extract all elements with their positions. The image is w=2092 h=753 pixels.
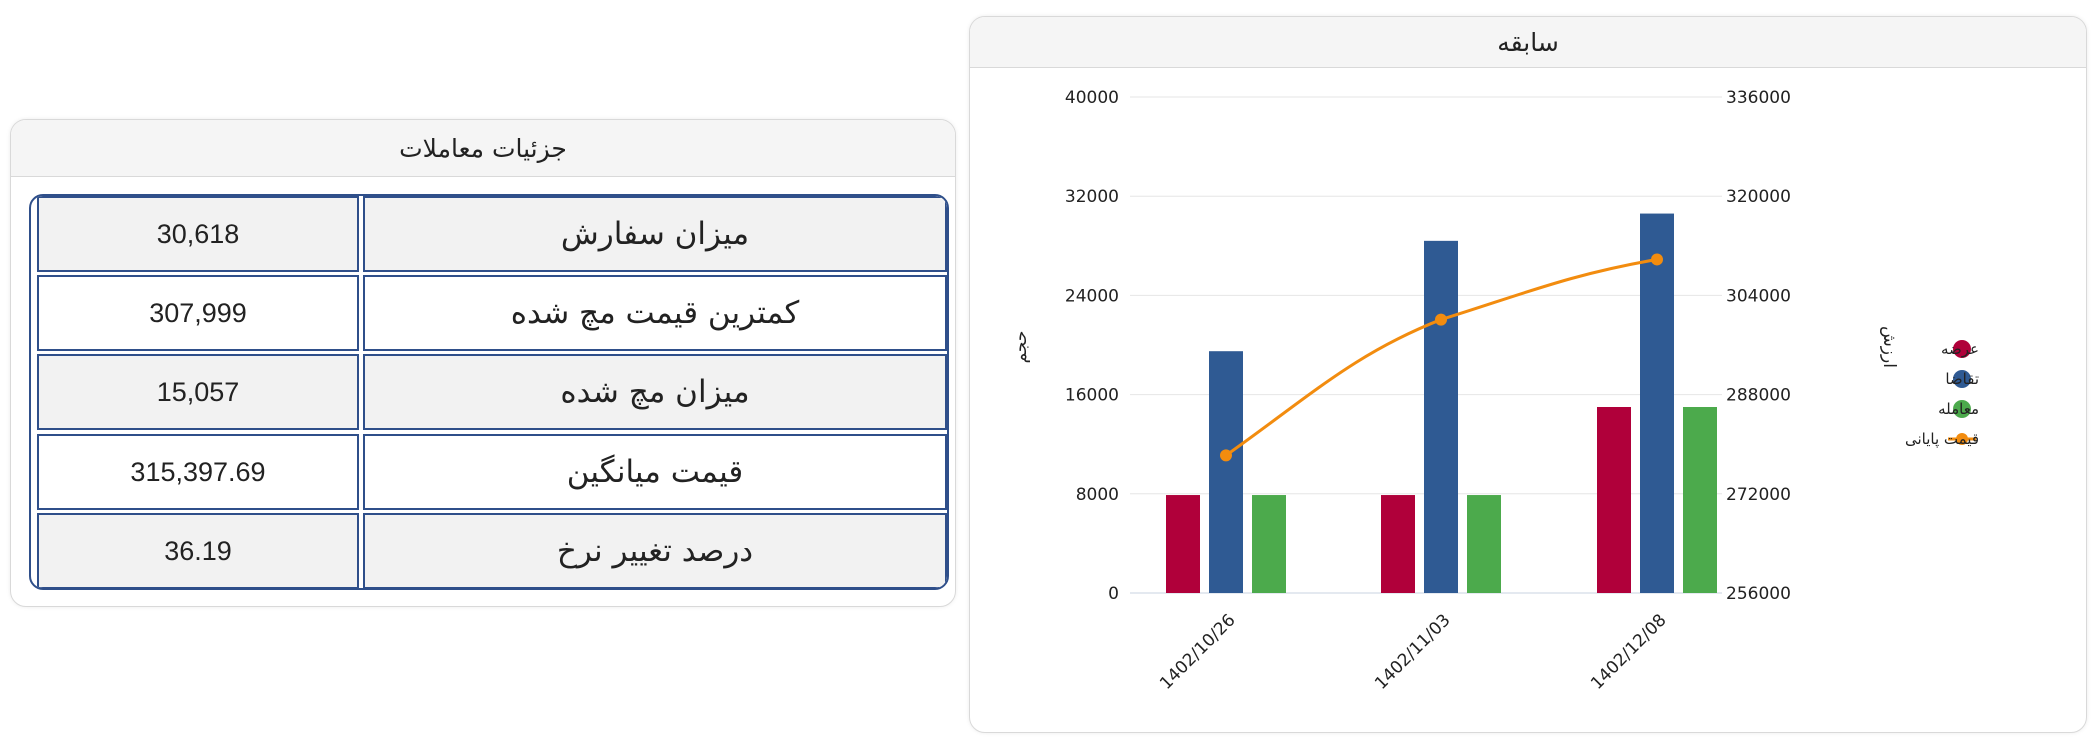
detail-label: درصد تغییر نرخ [363, 513, 947, 588]
legend-label: عرضه [1941, 340, 1979, 358]
trade-details-panel: جزئیات معاملات میزان سفارش 30,618 کمترین… [10, 119, 956, 607]
bar-2-1 [1467, 495, 1501, 593]
left-y-tick-label: 32000 [1065, 187, 1119, 207]
detail-row-order-volume: میزان سفارش 30,618 [31, 196, 947, 272]
right-y-tick-label: 288000 [1726, 386, 1791, 406]
legend-marker [1953, 400, 1971, 418]
history-chart-title: سابقه [970, 17, 2086, 68]
detail-value: 15,057 [37, 354, 359, 430]
detail-label: میزان سفارش [363, 196, 947, 272]
detail-value: 30,618 [37, 196, 359, 272]
bar-0-2 [1597, 407, 1631, 593]
legend-label: تقاضا [1945, 370, 1979, 388]
left-y-tick-label: 8000 [1076, 485, 1119, 505]
bar-2-2 [1683, 407, 1717, 593]
legend-marker [1953, 370, 1971, 388]
detail-row-average-price: قیمت میانگین 315,397.69 [31, 434, 947, 510]
x-tick-label: 1402/11/03 [1371, 610, 1454, 693]
detail-label: قیمت میانگین [363, 434, 947, 510]
left-y-tick-label: 40000 [1065, 88, 1119, 108]
right-axis-title: ارزش [1879, 326, 1899, 368]
right-y-tick-label: 272000 [1726, 485, 1791, 505]
bar-1-0 [1209, 351, 1243, 593]
right-y-tick-label: 256000 [1726, 584, 1791, 604]
right-y-tick-label: 320000 [1726, 187, 1791, 207]
bar-2-0 [1252, 495, 1286, 593]
right-y-tick-label: 304000 [1726, 286, 1791, 306]
legend-label: معامله [1938, 400, 1979, 418]
detail-row-min-matched-price: کمترین قیمت مچ شده 307,999 [31, 275, 947, 351]
left-y-tick-label: 0 [1108, 584, 1119, 604]
history-chart: 0 256000 8000 272000 16000 288000 24000 304000 3… [1011, 88, 1979, 694]
left-y-tick-label: 24000 [1065, 286, 1119, 306]
bar-0-0 [1166, 495, 1200, 593]
trade-details-table: میزان سفارش 30,618 کمترین قیمت مچ شده 30… [29, 194, 949, 590]
detail-label: میزان مچ شده [363, 354, 947, 430]
detail-value: 36.19 [37, 513, 359, 588]
x-tick-label: 1402/10/26 [1156, 610, 1239, 693]
legend-marker [1956, 433, 1968, 445]
history-chart-panel: سابقه 0 256000 8000 272000 16000 288000 24000 3… [969, 16, 2087, 733]
x-tick-label: 1402/12/08 [1587, 610, 1670, 693]
bar-0-1 [1381, 495, 1415, 593]
right-y-tick-label: 336000 [1726, 88, 1791, 108]
bar-1-2 [1640, 213, 1674, 593]
detail-value: 307,999 [37, 275, 359, 351]
left-axis-title: حجم [1011, 331, 1031, 364]
closing-price-point [1220, 449, 1232, 462]
detail-label: کمترین قیمت مچ شده [363, 275, 947, 351]
closing-price-point [1651, 253, 1663, 266]
detail-row-matched-volume: میزان مچ شده 15,057 [31, 354, 947, 430]
detail-row-rate-change-percent: درصد تغییر نرخ 36.19 [31, 513, 947, 588]
detail-value: 315,397.69 [37, 434, 359, 510]
legend-label: قیمت پایانی [1905, 430, 1979, 449]
closing-price-point [1435, 313, 1447, 326]
legend-marker [1953, 340, 1971, 358]
bar-1-1 [1424, 240, 1458, 593]
trade-details-title: جزئیات معاملات [11, 120, 955, 177]
left-y-tick-label: 16000 [1065, 386, 1119, 406]
